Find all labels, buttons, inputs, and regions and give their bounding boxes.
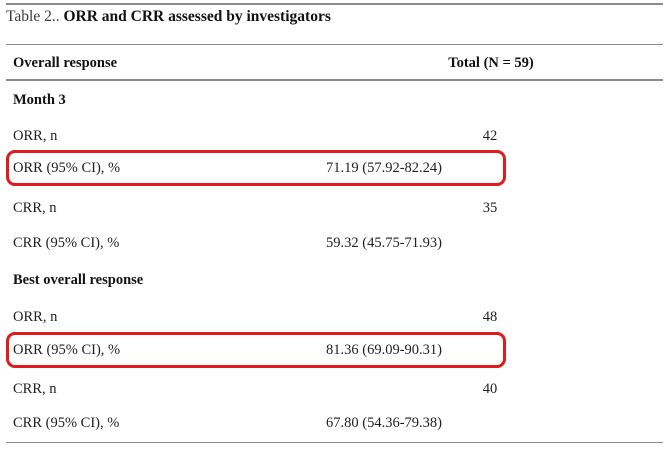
row-value: 35	[482, 200, 498, 216]
section-label: Month 3	[13, 92, 66, 108]
row-label: ORR, n	[13, 128, 58, 144]
table-row-orr-ci-month3: ORR (95% CI), % 71.19 (57.92-82.24)	[0, 159, 668, 177]
highlight-box-month3-orr-ci	[6, 150, 506, 186]
row-label: ORR (95% CI), %	[13, 160, 121, 176]
row-label: ORR, n	[13, 309, 58, 325]
table-top-rule	[6, 3, 663, 5]
row-label: CRR, n	[13, 200, 57, 216]
row-value: 48	[482, 309, 498, 325]
row-label: CRR, n	[13, 381, 57, 397]
header-rule-bottom	[6, 79, 663, 81]
row-value: 81.36 (69.09-90.31)	[326, 342, 442, 358]
table-row-orr-n-month3: ORR, n 42	[0, 127, 668, 145]
section-row-month-3: Month 3	[0, 91, 668, 109]
highlight-box-best-orr-ci	[6, 332, 506, 368]
table-number-label: Table 2..	[6, 8, 60, 25]
table-title: ORR and CRR assessed by investigators	[63, 8, 331, 25]
row-value: 42	[482, 128, 498, 144]
table-row-crr-n-month3: CRR, n 35	[0, 199, 668, 217]
column-header-overall-response: Overall response	[13, 55, 118, 71]
row-value: 40	[482, 381, 498, 397]
table-row-orr-n-best: ORR, n 48	[0, 308, 668, 326]
table-row-crr-n-best: CRR, n 40	[0, 380, 668, 398]
column-header-total: Total (N = 59)	[448, 55, 534, 71]
table-caption: Table 2.. ORR and CRR assessed by invest…	[6, 7, 331, 26]
row-label: CRR (95% CI), %	[13, 415, 120, 431]
row-label: CRR (95% CI), %	[13, 235, 120, 251]
table-row-crr-ci-month3: CRR (95% CI), % 59.32 (45.75-71.93)	[0, 234, 668, 252]
row-label: ORR (95% CI), %	[13, 342, 121, 358]
section-label: Best overall response	[13, 272, 144, 288]
section-row-best-overall-response: Best overall response	[0, 271, 668, 289]
table-bottom-rule	[6, 441, 663, 443]
table-row-orr-ci-best: ORR (95% CI), % 81.36 (69.09-90.31)	[0, 341, 668, 359]
row-value: 59.32 (45.75-71.93)	[326, 235, 442, 251]
table-row-crr-ci-best: CRR (95% CI), % 67.80 (54.36-79.38)	[0, 414, 668, 432]
row-value: 71.19 (57.92-82.24)	[326, 160, 442, 176]
header-rule-top	[6, 43, 663, 45]
row-value: 67.80 (54.36-79.38)	[326, 415, 442, 431]
